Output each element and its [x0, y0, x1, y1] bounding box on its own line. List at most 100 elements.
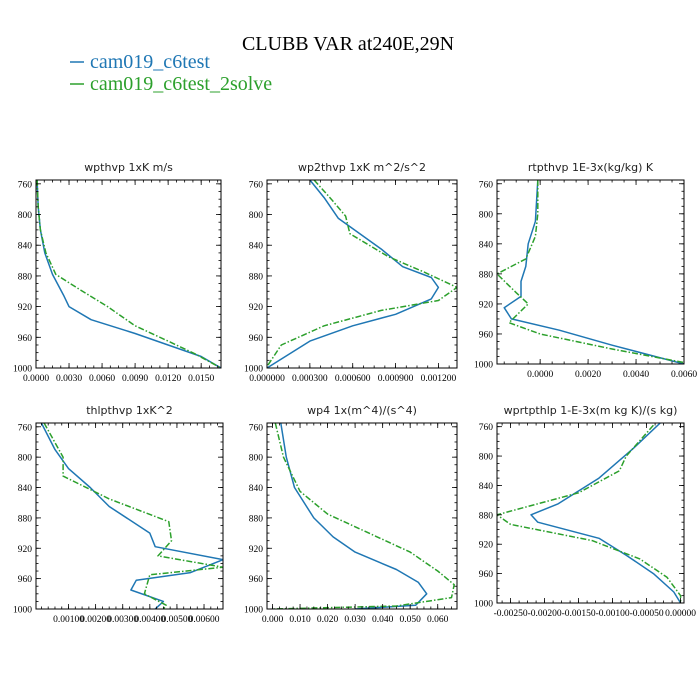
series-line-c6test-2solve — [497, 424, 682, 603]
y-tick-label: 880 — [18, 272, 33, 282]
figure-title: CLUBB VAR at240E,29N — [242, 33, 454, 55]
legend: cam019_c6test cam019_c6test_2solve — [70, 51, 272, 95]
panel-1: wpthvp 1xK m/s76080084088092096010000.00… — [13, 161, 222, 384]
y-tick-label: 760 — [249, 423, 264, 433]
series-line-c6test-2solve — [267, 180, 457, 367]
y-tick-label: 1000 — [13, 606, 32, 616]
x-tick-label: -0.00050 — [630, 609, 664, 619]
y-tick-label: 1000 — [474, 600, 493, 610]
x-tick-label: 0.050 — [400, 615, 422, 625]
y-tick-label: 800 — [479, 453, 494, 463]
x-tick-label: 0.0000 — [527, 370, 553, 380]
plot-panels: wpthvp 1xK m/s76080084088092096010000.00… — [13, 161, 697, 625]
plot-frame — [35, 422, 224, 610]
series-group — [36, 180, 221, 368]
series-line-c6test — [280, 423, 428, 609]
plot-frame — [496, 422, 685, 604]
panel-3: rtpthvp 1E-3x(kg/kg) K 760 800 840 880 920 960… — [474, 161, 697, 380]
y-tick-label: 960 — [479, 570, 494, 580]
plot-frame — [496, 179, 685, 365]
y-tick-label: 880 — [479, 511, 494, 521]
series-line-c6test-2solve — [43, 423, 223, 609]
y-tick-label: 880 — [249, 514, 264, 524]
x-tick-label: 0.0150 — [188, 374, 214, 384]
x-tick-label: 0.0020 — [575, 370, 601, 380]
y-tick-label: 1000 — [244, 606, 263, 616]
panel-title: wprtpthlp 1-E-3x(m kg K)/(s kg) — [504, 404, 678, 417]
series-line-c6test — [530, 423, 682, 603]
series-group — [497, 180, 684, 364]
x-tick-label: 0.010 — [289, 615, 311, 625]
x-tick-label: -0.00100 — [596, 609, 630, 619]
y-tick-label: 760 — [479, 180, 494, 190]
panel-4: thlpthvp 1xK^2 760 800 840 880 920 960 1000 0.00… — [13, 404, 224, 625]
series-line-c6test-2solve — [272, 423, 455, 609]
legend-label-1: cam019_c6test — [90, 51, 210, 73]
plot-frame — [35, 179, 222, 369]
y-tick-label: 840 — [249, 242, 264, 252]
x-tick-label: 0.00000 — [665, 609, 696, 619]
x-tick-label: 0.060 — [427, 615, 449, 625]
x-tick-label: 0.0000 — [23, 374, 49, 384]
y-tick-label: 1000 — [244, 365, 263, 375]
legend-item-2: cam019_c6test_2solve — [70, 73, 272, 95]
panel-title: wp4 1x(m^4)/(s^4) — [307, 404, 417, 417]
series-line-c6test — [267, 180, 440, 368]
y-tick-label: 920 — [18, 545, 33, 555]
y-tick-label: 960 — [479, 330, 494, 340]
y-tick-label: 960 — [249, 575, 264, 585]
y-tick-label: 760 — [18, 180, 33, 190]
x-tick-label: 0.0060 — [89, 374, 115, 384]
x-tick-label: 0.000000 — [249, 374, 285, 384]
x-tick-label: 0.000 — [262, 615, 284, 625]
series-group — [267, 180, 457, 368]
y-tick-label: 840 — [479, 482, 494, 492]
y-tick-label: 760 — [249, 180, 264, 190]
x-tick-label: 0.0090 — [122, 374, 148, 384]
y-tick-label: 880 — [18, 514, 33, 524]
x-tick-label: 0.00300 — [107, 615, 138, 625]
y-tick-label: 880 — [479, 270, 494, 280]
panel-title: thlpthvp 1xK^2 — [86, 404, 173, 417]
x-tick-label: 0.030 — [344, 615, 366, 625]
y-tick-label: 800 — [479, 210, 494, 220]
series-group — [272, 423, 455, 609]
panel-title: wpthvp 1xK m/s — [84, 161, 173, 174]
x-tick-label: 0.00200 — [80, 615, 111, 625]
y-tick-label: 840 — [479, 240, 494, 250]
panel-title: wp2thvp 1xK m^2/s^2 — [298, 161, 426, 174]
x-tick-label: 0.0040 — [623, 370, 649, 380]
x-tick-label: 0.00600 — [189, 615, 220, 625]
x-tick-label: 0.040 — [372, 615, 394, 625]
y-tick-label: 920 — [479, 300, 494, 310]
y-tick-label: 800 — [249, 454, 264, 464]
y-tick-label: 960 — [18, 575, 33, 585]
panel-2: wp2thvp 1xK m^2/s^2 760 800 840 880 920 960 100… — [244, 161, 458, 384]
y-tick-label: 880 — [249, 272, 264, 282]
plot-frame — [266, 179, 458, 369]
y-tick-label: 800 — [18, 211, 33, 221]
x-tick-label: 0.00400 — [134, 615, 165, 625]
y-tick-label: 800 — [18, 454, 33, 464]
y-tick-label: 920 — [249, 545, 264, 555]
series-line-c6test — [36, 180, 221, 368]
y-tick-label: 760 — [18, 423, 33, 433]
y-tick-label: 760 — [479, 423, 494, 433]
x-tick-label: 0.00100 — [53, 615, 84, 625]
y-tick-label: 920 — [18, 303, 33, 313]
series-group — [497, 423, 682, 603]
x-tick-label: 0.0060 — [671, 370, 697, 380]
y-tick-label: 840 — [18, 484, 33, 494]
y-tick-label: 920 — [479, 541, 494, 551]
x-tick-label: 0.000600 — [335, 374, 371, 384]
y-tick-label: 840 — [249, 484, 264, 494]
legend-item-1: cam019_c6test — [70, 51, 210, 73]
x-tick-label: 0.000900 — [378, 374, 414, 384]
y-tick-label: 960 — [18, 334, 33, 344]
x-tick-label: -0.00150 — [562, 609, 596, 619]
y-tick-label: 800 — [249, 211, 264, 221]
x-tick-label: -0.00200 — [528, 609, 562, 619]
x-tick-label: 0.0120 — [155, 374, 181, 384]
y-tick-label: 1000 — [13, 365, 32, 375]
series-line-c6test-2solve — [497, 180, 684, 364]
